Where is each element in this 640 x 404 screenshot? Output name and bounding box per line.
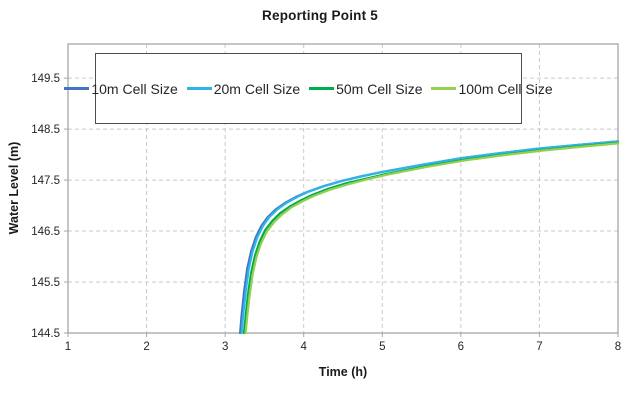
legend-label: 10m Cell Size: [91, 80, 178, 97]
y-tick-label: 149.5: [31, 73, 60, 85]
x-axis-title: Time (h): [318, 365, 368, 379]
x-tick-label: 4: [301, 341, 308, 353]
legend-label: 20m Cell Size: [213, 80, 301, 97]
x-tick-label: 8: [615, 341, 621, 353]
plot-frame: [67, 43, 619, 334]
series-line-100m-cell-size: [244, 142, 620, 335]
legend-label: 50m Cell Size: [336, 80, 423, 97]
chart-title: Reporting Point 5: [262, 8, 378, 23]
legend-swatch-icon: [186, 87, 212, 90]
legend-swatch-icon: [64, 87, 90, 90]
legend-swatch-icon: [431, 87, 457, 90]
x-tick-label: 2: [143, 341, 149, 353]
x-tick-label: 5: [379, 341, 385, 353]
x-tick-label: 6: [458, 341, 464, 353]
legend-label: 100m Cell Size: [458, 80, 553, 97]
y-tick-label: 145.5: [31, 277, 60, 289]
legend-swatch-icon: [309, 87, 335, 90]
x-tick-label: 3: [222, 341, 228, 353]
legend-item-10m-cell-size: 10m Cell Size: [64, 80, 178, 97]
series-line-10m-cell-size: [239, 140, 620, 335]
y-tick-label: 147.5: [31, 175, 60, 187]
y-tick-label: 148.5: [31, 124, 60, 136]
x-tick-label: 1: [65, 341, 71, 353]
y-tick-label: 144.5: [31, 328, 60, 340]
y-axis-title: Water Level (m): [7, 141, 21, 235]
legend-item-20m-cell-size: 20m Cell Size: [186, 80, 301, 97]
legend-item-100m-cell-size: 100m Cell Size: [431, 80, 553, 97]
y-tick-label: 146.5: [31, 226, 60, 238]
series-line-50m-cell-size: [242, 141, 620, 335]
legend: 10m Cell Size 20m Cell Size 50m Cell Size 1…: [64, 53, 553, 124]
series-line-20m-cell-size: [240, 140, 620, 335]
x-tick-label: 7: [536, 341, 542, 353]
legend-item-50m-cell-size: 50m Cell Size: [309, 81, 422, 97]
